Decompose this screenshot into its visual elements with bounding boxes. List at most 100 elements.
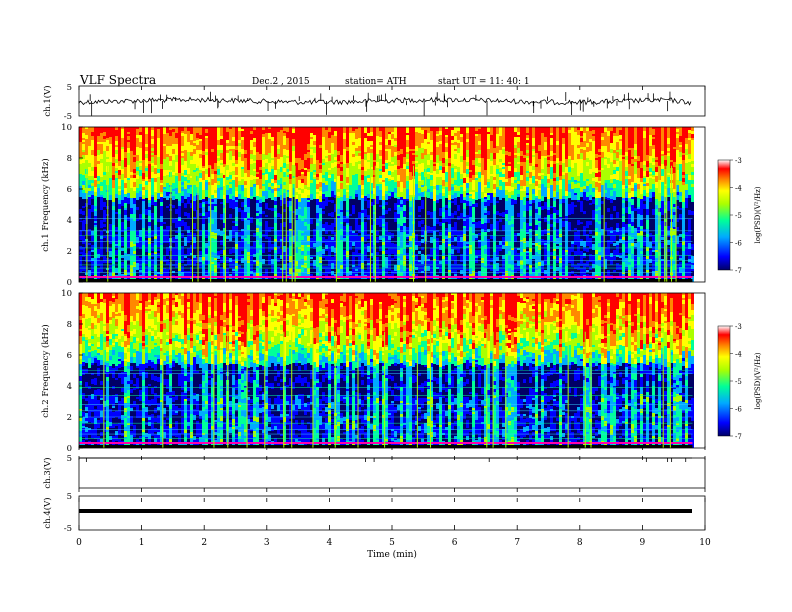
spectrogram-cell [304, 226, 307, 232]
spectrogram-cell [280, 241, 283, 247]
spectrogram-cell [373, 245, 376, 250]
spectrogram-cell [211, 129, 214, 132]
spectrogram-cell [271, 153, 274, 158]
spectrogram-cell [151, 220, 154, 226]
spectrogram-cell [430, 218, 433, 224]
spectrogram-cell [88, 180, 91, 185]
spectrogram-cell [274, 274, 277, 277]
spectrogram-cell [313, 195, 316, 199]
spectrogram-cell [91, 225, 94, 231]
spectrogram-cell [202, 155, 205, 158]
spectrogram-cell [331, 200, 334, 203]
spectrogram-cell [124, 226, 127, 229]
spectrogram-cell [382, 174, 385, 180]
spectrogram-cell [175, 182, 178, 188]
spectrogram-cell [352, 142, 355, 145]
spectrogram-cell [223, 175, 226, 178]
spectrogram-cell [298, 164, 301, 170]
spectrogram-cell [112, 149, 115, 152]
spectrogram-cell [325, 266, 328, 272]
spectrogram-cell [409, 186, 412, 192]
spectrogram-cell [343, 164, 346, 167]
spectrogram-cell [343, 232, 346, 238]
spectrogram-cell [442, 253, 445, 256]
spectrogram-cell [145, 203, 148, 209]
spectrogram-cell [349, 254, 352, 260]
spectrogram-cell [379, 246, 382, 249]
spectrogram-cell [178, 256, 181, 258]
spectrogram-cell [157, 236, 160, 241]
spectrogram-cell [133, 251, 136, 254]
spectrogram-cell [139, 220, 142, 226]
spectrogram-cell [442, 267, 445, 272]
spectrogram-cell [379, 221, 382, 227]
spectrogram-cell [325, 203, 328, 206]
spectrogram-cell [271, 127, 274, 131]
spectrogram-cell [226, 219, 229, 224]
spectrogram-cell [451, 168, 454, 172]
spectrogram-cell [268, 181, 271, 183]
spectrogram-cell [361, 213, 364, 219]
spectrogram-cell [418, 188, 421, 190]
spectrogram-cell [226, 157, 229, 161]
spectrogram-cell [259, 250, 262, 253]
spectrogram-cell [136, 155, 139, 161]
spectrogram-cell [193, 143, 196, 146]
spectrogram-cell [376, 233, 379, 235]
spectrogram-cell [103, 172, 106, 175]
spectrogram-cell [145, 277, 148, 280]
spectrogram-cell [244, 158, 247, 161]
spectrogram-cell [139, 270, 142, 272]
spectrogram-cell [235, 217, 238, 221]
spectrogram-cell [82, 206, 85, 208]
spectrogram-cell [172, 172, 175, 175]
spectrogram-cell [304, 193, 307, 195]
spectrogram-cell [403, 141, 406, 146]
spectrogram-cell [166, 146, 169, 149]
spectrogram-cell [313, 164, 316, 170]
spectrogram-cell [307, 268, 310, 274]
spectrogram-cell [118, 206, 121, 209]
spectrogram-cell [232, 151, 235, 156]
spectrogram-cell [310, 268, 313, 274]
spectrogram-cell [427, 261, 430, 266]
spectrogram-cell [406, 245, 409, 247]
spectrogram-cell [232, 200, 235, 203]
spectrogram-cell [349, 250, 352, 254]
spectrogram-cell [313, 237, 316, 243]
spectrogram-cell [202, 199, 205, 202]
spectrogram-cell [121, 154, 124, 160]
spectrogram-cell [292, 127, 295, 129]
spectrogram-cell [436, 218, 439, 224]
spectrogram-cell [283, 212, 286, 217]
spectrogram-cell [115, 198, 118, 200]
spectrogram-cell [187, 161, 190, 163]
spectrogram-cell [235, 221, 238, 224]
spectrogram-cell [451, 201, 454, 203]
spectrogram-cell [445, 147, 448, 152]
spectrogram-cell [235, 197, 238, 200]
spectrogram-cell [121, 190, 124, 196]
spectrogram-cell [310, 158, 313, 164]
spectrogram-cell [439, 177, 442, 180]
spectrogram-cell [457, 161, 460, 165]
spectrogram-cell [130, 231, 133, 235]
spectrogram-cell [193, 170, 196, 172]
spectrogram-cell [274, 134, 277, 140]
spectrogram-cell [211, 224, 214, 226]
spectrogram-cell [349, 172, 352, 177]
spectrogram-cell [211, 135, 214, 139]
spectrogram-cell [388, 208, 391, 211]
spectrogram-cell [346, 257, 349, 259]
spectrogram-cell [166, 127, 169, 133]
spectrogram-cell [274, 143, 277, 145]
spectrogram-cell [199, 213, 202, 216]
spectrogram-cell [400, 204, 403, 207]
spectrogram-cell [160, 232, 163, 238]
spectrogram-cell [451, 260, 454, 264]
spectrogram-cell [397, 181, 400, 187]
spectrogram-cell [256, 152, 259, 156]
spectrogram-cell [106, 138, 109, 140]
spectrogram-cell [451, 210, 454, 213]
spectrogram-cell [370, 247, 373, 253]
